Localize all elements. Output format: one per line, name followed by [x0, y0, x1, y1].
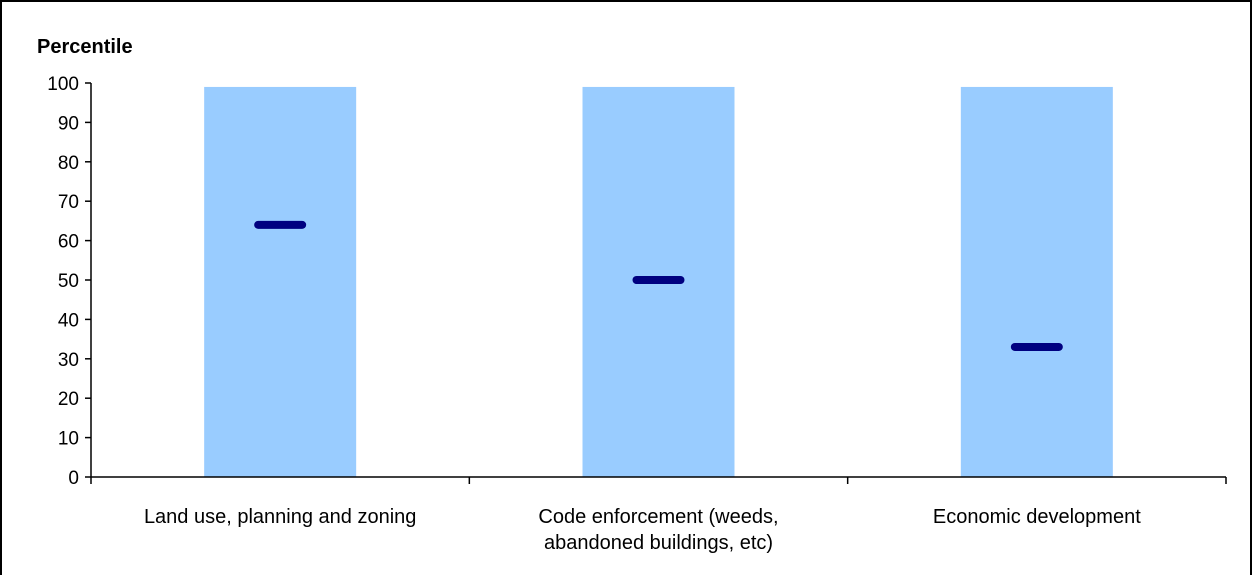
percentile-markers [254, 220, 1063, 351]
y-tick-label: 60 [58, 232, 79, 253]
range-bar [204, 86, 357, 477]
y-tick-label: 50 [58, 271, 79, 292]
y-tick-label: 10 [58, 429, 79, 450]
x-category-label: Economic development [933, 506, 1141, 528]
y-tick-label: 100 [47, 74, 79, 95]
y-tick-label: 40 [58, 310, 79, 331]
range-bar [960, 86, 1113, 477]
y-tick-label: 0 [68, 468, 79, 489]
y-tick-label: 30 [58, 350, 79, 371]
y-tick-label: 90 [58, 113, 79, 134]
y-tick-label: 20 [58, 389, 79, 410]
y-tick-label: 70 [58, 192, 79, 213]
x-category-label-line: Code enforcement (weeds, [538, 506, 778, 528]
axes [85, 82, 1227, 484]
y-axis-label: Percentile [37, 36, 133, 58]
y-tick-labels: 0 10 20 30 40 50 60 70 80 90 100 [47, 74, 79, 489]
x-category-labels: Land use, planning and zoning Code enforc… [144, 506, 1141, 554]
x-category-label-line: abandoned buildings, etc) [544, 532, 773, 554]
x-category-label: Land use, planning and zoning [144, 506, 416, 528]
x-category-label: Code enforcement (weeds, abandoned buildi… [538, 506, 778, 554]
x-category-label-line: Land use, planning and zoning [144, 506, 416, 528]
x-category-label-line: Economic development [933, 506, 1141, 528]
y-tick-label: 80 [58, 153, 79, 174]
